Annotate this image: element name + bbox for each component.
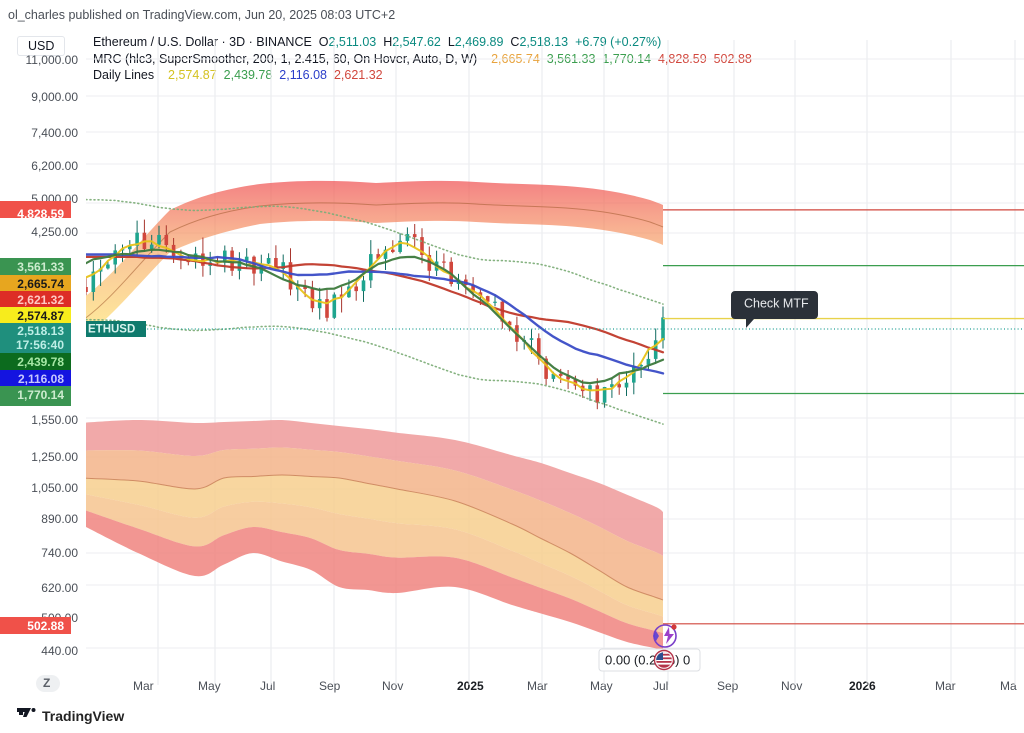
svg-text:ETHUSD: ETHUSD: [88, 324, 135, 336]
svg-text:0.00 (0.27%) 0: 0.00 (0.27%) 0: [605, 653, 690, 668]
svg-text:Check MTF: Check MTF: [744, 297, 809, 311]
